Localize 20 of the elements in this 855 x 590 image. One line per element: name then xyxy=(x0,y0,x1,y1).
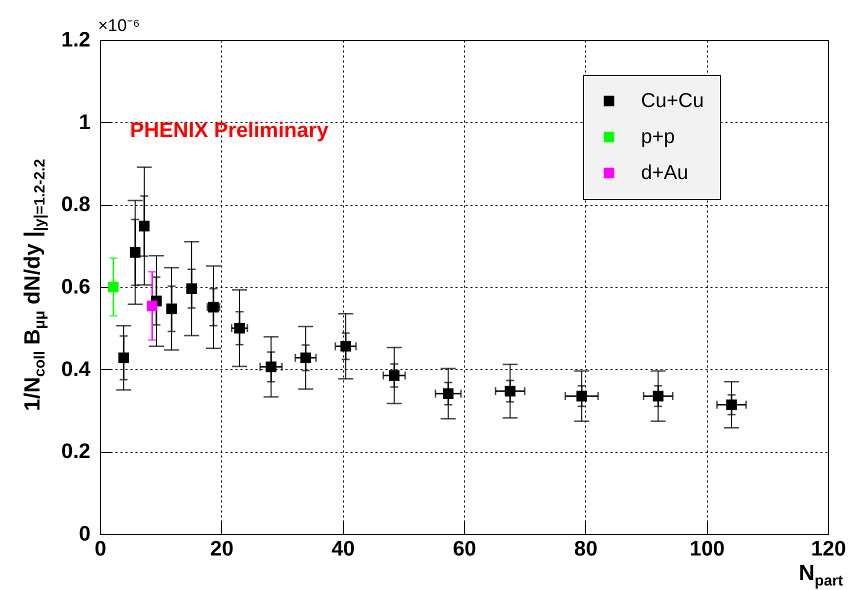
legend-label: Cu+Cu xyxy=(641,90,704,112)
y-tick-label: 0.8 xyxy=(61,193,91,216)
y-tick-label: 1.2 xyxy=(61,28,90,52)
x-tick-label: 20 xyxy=(210,538,234,560)
annotation: PHENIX Preliminary xyxy=(130,119,329,142)
text: ×10⁻⁶ xyxy=(98,16,140,35)
x-tick-label: 0 xyxy=(94,538,106,560)
x-axis-title: N$_{part}$ xyxy=(798,560,843,590)
legend-label: d+Au xyxy=(641,162,688,184)
x-tick-label: 40 xyxy=(331,538,355,560)
legend-label: p+p xyxy=(641,126,675,148)
x-tick-label: 80 xyxy=(574,538,598,560)
y-tick-label: 0 xyxy=(78,522,90,546)
y-tick-label: 0.2 xyxy=(61,440,90,464)
y-tick-label: 1 xyxy=(78,110,91,134)
x-tick-label: 60 xyxy=(452,538,476,560)
x-tick-label: 120 xyxy=(810,538,846,560)
x-tick-label: 100 xyxy=(690,538,725,560)
y-tick-label: 0.6 xyxy=(61,276,90,298)
y-tick-label: 0.4 xyxy=(61,358,91,381)
